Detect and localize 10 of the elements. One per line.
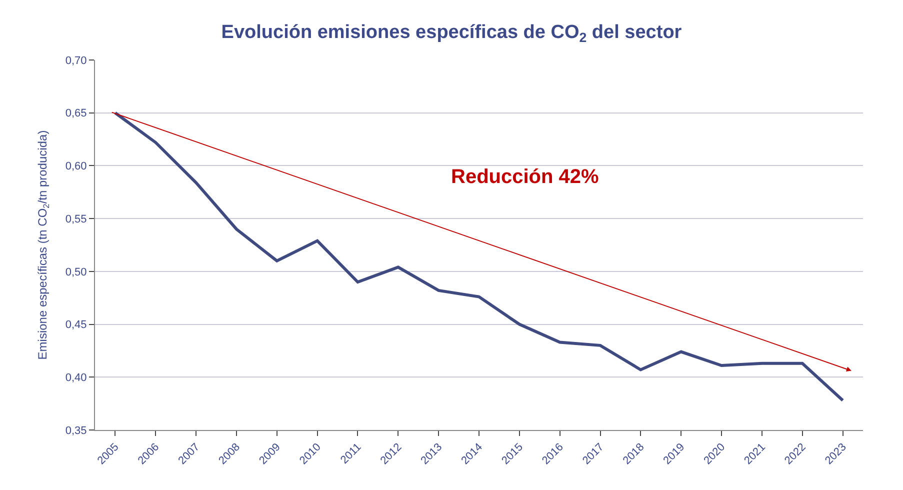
y-tick-label: 0,60 — [65, 160, 87, 173]
y-tick-label: 0,45 — [65, 319, 87, 332]
y-tick-label: 0,70 — [65, 54, 87, 67]
annotation: Reducción 42% — [451, 166, 600, 188]
y-tick-label: 0,50 — [65, 266, 87, 278]
y-tick-label: 0,65 — [65, 108, 87, 120]
y-tick-label: 0,35 — [65, 424, 87, 437]
y-tick-label: 0,40 — [65, 372, 87, 384]
y-tick-label: 0,55 — [65, 213, 87, 226]
chart-title: Evolución emisiones específicas de CO$_{2}$ del sector — [221, 22, 682, 45]
